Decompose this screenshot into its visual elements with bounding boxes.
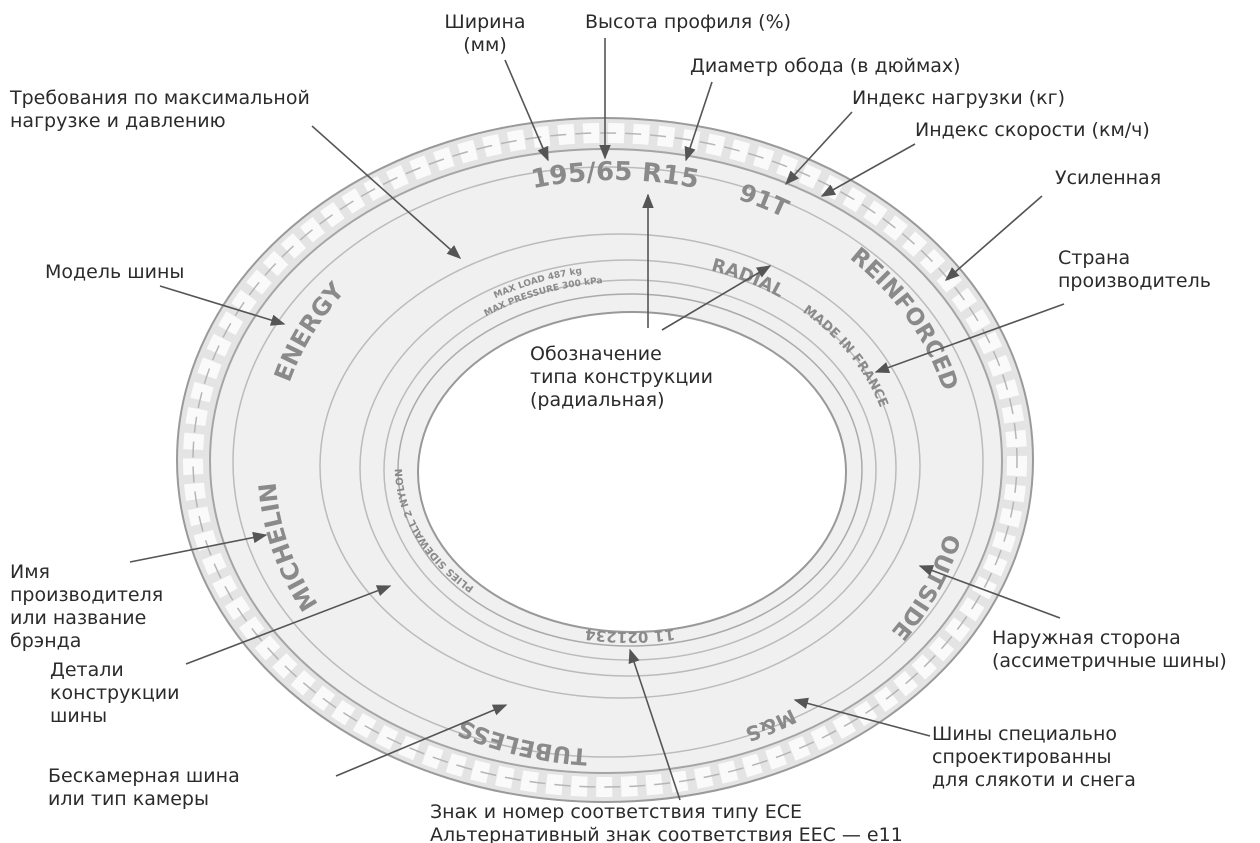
ring xyxy=(359,259,897,677)
arrow xyxy=(918,565,1061,619)
tire-marking: 11 021234 xyxy=(584,625,676,646)
labels: Ширина (мм) Высота профиля (%) Диаметр обод… xyxy=(9,11,1227,843)
ring xyxy=(232,166,984,758)
arrow xyxy=(684,81,713,162)
arrow xyxy=(129,531,268,563)
arrow xyxy=(335,704,508,777)
label-line: Высота профиля (%) xyxy=(585,11,791,33)
label: Диаметр обода (в дюймах) xyxy=(690,55,961,77)
arrow xyxy=(793,697,931,737)
ring xyxy=(397,293,863,647)
ring xyxy=(319,233,921,699)
label-line: типа конструкции xyxy=(530,366,713,388)
label: Имя производителя или название брэнда xyxy=(10,561,163,652)
label: Страна производитель xyxy=(1058,247,1211,292)
label-line: Страна xyxy=(1058,247,1130,269)
arrow xyxy=(504,59,549,162)
label-line: Шины специально xyxy=(932,723,1117,745)
label-line: брэнда xyxy=(10,630,81,652)
label-line: Обозначение xyxy=(530,343,662,365)
arrow xyxy=(185,585,392,665)
label: Детали конструкции шины xyxy=(50,659,179,727)
label-line: Требования по максимальной xyxy=(9,87,310,109)
label-line: производитель xyxy=(1058,270,1211,292)
arrow xyxy=(874,303,1065,374)
label-line: конструкции xyxy=(50,682,179,704)
label-line: или название xyxy=(10,607,146,629)
label-line: производителя xyxy=(10,584,163,606)
rim-hole xyxy=(417,311,847,633)
label-line: Имя xyxy=(10,561,50,583)
label: Наружная сторона (ассиметричные шины) xyxy=(992,627,1227,672)
arrow xyxy=(820,143,916,197)
label-line: Наружная сторона xyxy=(992,627,1181,649)
label: Ширина (мм) xyxy=(444,11,525,56)
label-line: для слякоти и снега xyxy=(932,769,1136,791)
label-line: Индекс нагрузки (кг) xyxy=(852,87,1065,109)
label: Усиленная xyxy=(1055,167,1161,189)
label-line: Знак и номер соответствия типу ECE xyxy=(430,801,802,823)
label-line: нагрузке и давлению xyxy=(10,110,226,132)
label: Шины специально спроектированны для слякот… xyxy=(932,723,1136,791)
label-line: Усиленная xyxy=(1055,167,1161,189)
label: Индекс скорости (км/ч) xyxy=(915,119,1150,141)
label-line: спроектированны xyxy=(932,746,1112,768)
label-line: Бескамерная шина xyxy=(48,765,240,787)
label-line: Индекс скорости (км/ч) xyxy=(915,119,1150,141)
label: Высота профиля (%) xyxy=(585,11,791,33)
label-line: (радиальная) xyxy=(530,389,665,411)
arrow xyxy=(661,265,772,331)
arrow xyxy=(311,125,462,259)
label-line: Диаметр обода (в дюймах) xyxy=(690,55,961,77)
arrow xyxy=(785,111,853,186)
label: Бескамерная шина или тип камеры xyxy=(48,765,240,810)
label: Модель шины xyxy=(45,261,184,283)
label-line: (мм) xyxy=(463,34,507,56)
label-line: Альтернативный знак соответствия EEC — e… xyxy=(430,824,903,843)
label: Требования по максимальной нагрузке и дав… xyxy=(9,87,310,132)
label: Обозначение типа конструкции (радиальная) xyxy=(530,343,713,411)
arrow xyxy=(944,195,1043,281)
label: Индекс нагрузки (кг) xyxy=(852,87,1065,109)
label-line: Детали xyxy=(50,659,124,681)
arrow xyxy=(628,648,681,801)
label-line: шины xyxy=(50,705,107,727)
label: Знак и номер соответствия типу ECE Альтер… xyxy=(430,801,903,843)
label-line: Ширина xyxy=(444,11,525,33)
arrows xyxy=(129,38,1065,801)
arrow xyxy=(159,285,286,326)
tire-marking-text: 11 021234 xyxy=(584,625,676,646)
label-line: или тип камеры xyxy=(48,788,209,810)
label-line: Модель шины xyxy=(45,261,184,283)
label-line: (ассиметричные шины) xyxy=(992,650,1227,672)
tire xyxy=(176,117,1034,803)
